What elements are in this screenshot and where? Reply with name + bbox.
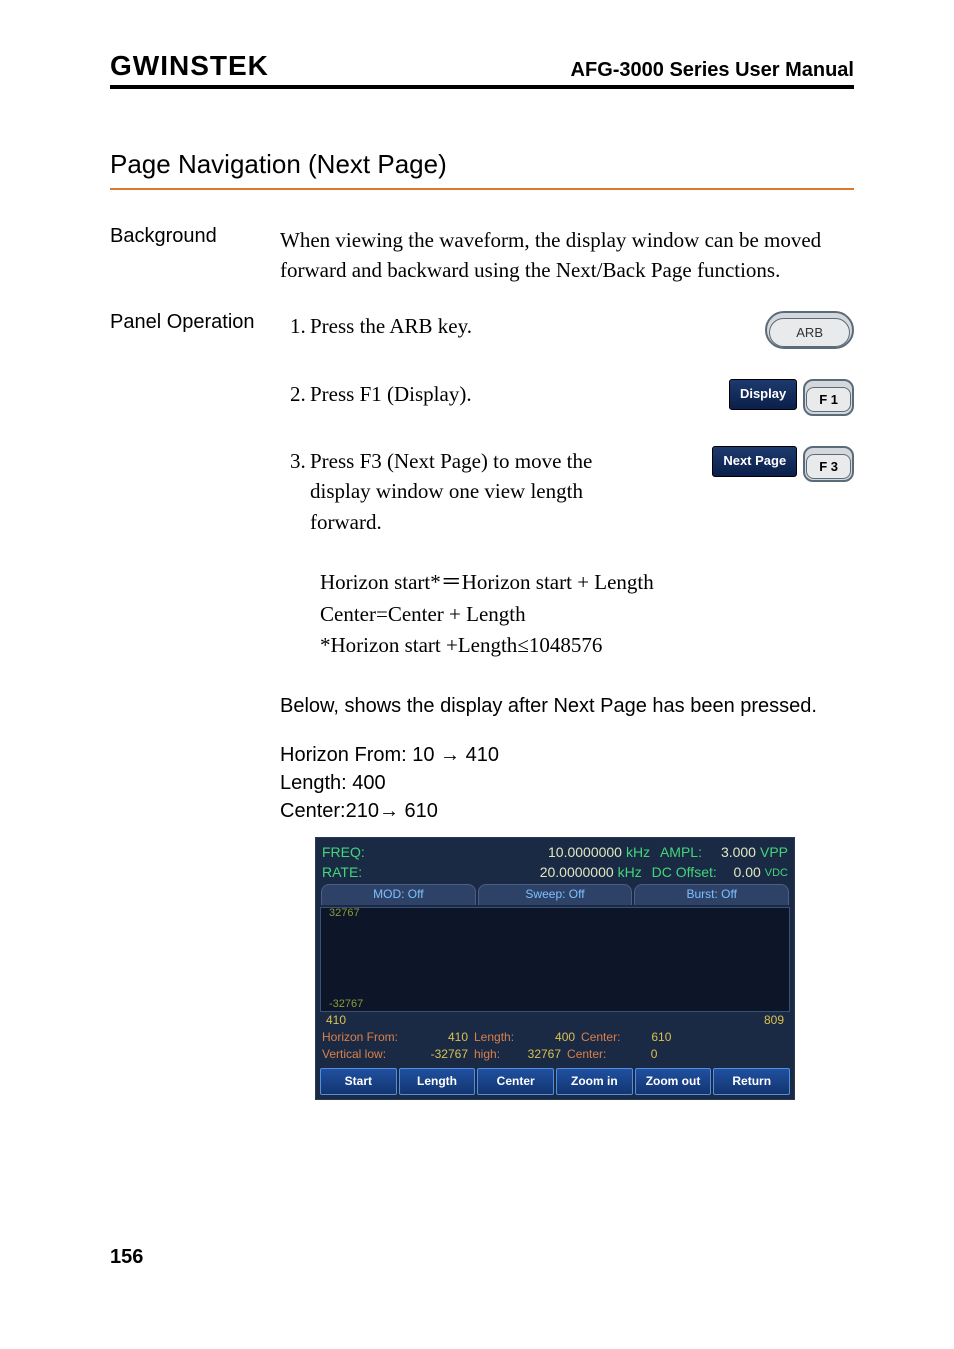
formula-line: Horizon start*＝Horizon start + Length	[320, 567, 854, 599]
formula-line: *Horizon start +Length≤1048576	[320, 630, 854, 662]
softkey-start[interactable]: Start	[320, 1068, 397, 1095]
x-axis-values: 410 809	[316, 1012, 794, 1029]
instrument-readout: FREQ: 10.0000000 kHz AMPL: 3.000 VPP RAT…	[316, 838, 794, 885]
formula-line: Center=Center + Length	[320, 599, 854, 631]
panel-operation-steps: 1. Press the ARB key. ARB 2. Press F1 (D…	[280, 311, 854, 1100]
fkey-label: F 1	[806, 387, 851, 412]
y-axis-top: 32767	[323, 906, 360, 922]
dc-unit: VDC	[765, 866, 788, 882]
softkey-return[interactable]: Return	[713, 1068, 790, 1095]
vertical-low-val: -32767	[418, 1046, 468, 1063]
panel-operation-label: Panel Operation	[110, 311, 280, 1100]
step-button-area: ARB	[644, 311, 854, 349]
f1-key[interactable]: F 1	[803, 379, 854, 415]
page-number: 156	[110, 1246, 143, 1269]
freq-value: 10.0000000	[548, 842, 622, 862]
nextpage-soft-button[interactable]: Next Page	[712, 446, 797, 477]
ampl-value: 3.000	[706, 842, 756, 862]
sweep-tab[interactable]: Sweep: Off	[478, 884, 633, 904]
dc-label: DC Offset:	[652, 862, 717, 882]
center-label: Center:	[581, 1029, 620, 1046]
dc-value: 0.00	[721, 862, 761, 882]
freq-unit: kHz	[626, 842, 656, 862]
step-text: Press F1 (Display).	[310, 379, 644, 409]
content-body: Background When viewing the waveform, th…	[110, 225, 854, 1100]
center2-val: 0	[612, 1046, 657, 1063]
rate-value: 20.0000000	[540, 862, 614, 882]
fkey-label: F 3	[806, 454, 851, 479]
softkey-length[interactable]: Length	[399, 1068, 476, 1095]
high-label: high:	[474, 1046, 500, 1063]
values-block: Horizon From: 10 → 410 Length: 400 Cente…	[280, 741, 854, 825]
y-axis-bot: -32767	[323, 997, 363, 1013]
x-right: 809	[764, 1012, 784, 1029]
formula-block: Horizon start*＝Horizon start + Length Ce…	[320, 567, 854, 662]
ampl-unit: VPP	[760, 842, 788, 862]
step-1: 1. Press the ARB key. ARB	[280, 311, 854, 349]
step-button-area: Next Page F 3	[644, 446, 854, 482]
horizon-from-label: Horizon From:	[322, 1029, 412, 1046]
arb-button[interactable]: ARB	[765, 311, 854, 349]
vertical-low-label: Vertical low:	[322, 1046, 412, 1063]
manual-title: AFG-3000 Series User Manual	[571, 59, 854, 82]
step-text: Press F3 (Next Page) to move the display…	[310, 446, 644, 537]
softkey-zoom-out[interactable]: Zoom out	[635, 1068, 712, 1095]
mod-tab[interactable]: MOD: Off	[321, 884, 476, 904]
step-number: 3.	[280, 446, 310, 476]
section-title: Page Navigation (Next Page)	[110, 149, 854, 190]
softkey-row: Start Length Center Zoom in Zoom out Ret…	[316, 1064, 794, 1099]
length-val: 400	[520, 1029, 575, 1046]
high-val: 32767	[506, 1046, 561, 1063]
step-number: 2.	[280, 379, 310, 409]
step-button-area: Display F 1	[644, 379, 854, 415]
rate-unit: kHz	[618, 862, 648, 882]
waveform-area: 32767 -32767	[320, 907, 790, 1012]
x-left: 410	[326, 1012, 346, 1029]
brand-logo: GWINSTEK	[110, 50, 269, 82]
page-header: GWINSTEK AFG-3000 Series User Manual	[110, 50, 854, 89]
panel-operation-row: Panel Operation 1. Press the ARB key. AR…	[110, 311, 854, 1100]
background-label: Background	[110, 225, 280, 286]
center-val: 610	[626, 1029, 671, 1046]
note-text: Below, shows the display after Next Page…	[280, 692, 854, 721]
ampl-label: AMPL:	[660, 842, 702, 862]
instrument-display: FREQ: 10.0000000 kHz AMPL: 3.000 VPP RAT…	[315, 837, 795, 1101]
horizon-from-val: 410	[418, 1029, 468, 1046]
center2-label: Center:	[567, 1046, 606, 1063]
info-line-2: Vertical low: -32767 high: 32767 Center:…	[316, 1046, 794, 1063]
value-line: Horizon From: 10 → 410	[280, 741, 854, 769]
f3-key[interactable]: F 3	[803, 446, 854, 482]
step-text: Press the ARB key.	[310, 311, 644, 341]
step-3: 3. Press F3 (Next Page) to move the disp…	[280, 446, 854, 537]
softkey-center[interactable]: Center	[477, 1068, 554, 1095]
background-text: When viewing the waveform, the display w…	[280, 225, 854, 286]
length-label: Length:	[474, 1029, 514, 1046]
burst-tab[interactable]: Burst: Off	[634, 884, 789, 904]
rate-label: RATE:	[322, 862, 362, 882]
value-line: Length: 400	[280, 769, 854, 797]
instrument-tabs: MOD: Off Sweep: Off Burst: Off	[316, 884, 794, 906]
background-row: Background When viewing the waveform, th…	[110, 225, 854, 286]
freq-label: FREQ:	[322, 842, 365, 862]
arb-button-label: ARB	[769, 318, 850, 347]
info-line-1: Horizon From: 410 Length: 400 Center: 61…	[316, 1029, 794, 1046]
value-line: Center:210→ 610	[280, 797, 854, 825]
step-2: 2. Press F1 (Display). Display F 1	[280, 379, 854, 415]
softkey-zoom-in[interactable]: Zoom in	[556, 1068, 633, 1095]
step-number: 1.	[280, 311, 310, 341]
display-soft-button[interactable]: Display	[729, 379, 797, 410]
